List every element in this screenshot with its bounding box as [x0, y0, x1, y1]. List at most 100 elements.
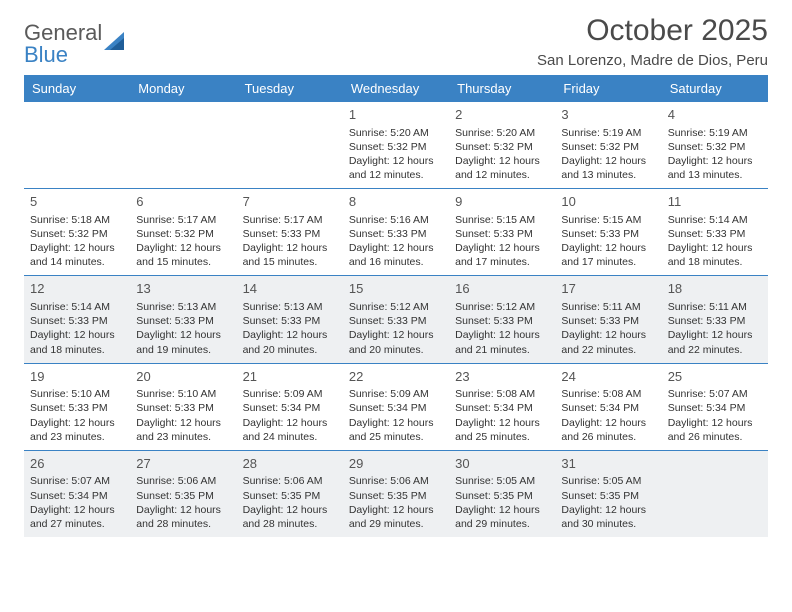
calendar-day: 13Sunrise: 5:13 AMSunset: 5:33 PMDayligh… — [130, 276, 236, 362]
sunset-line: Sunset: 5:34 PM — [30, 489, 124, 503]
sunset-line: Sunset: 5:35 PM — [561, 489, 655, 503]
logo: General Blue — [24, 22, 130, 66]
calendar-day: 23Sunrise: 5:08 AMSunset: 5:34 PMDayligh… — [449, 364, 555, 450]
daylight-line: Daylight: 12 hours and 12 minutes. — [349, 154, 443, 182]
daylight-line: Daylight: 12 hours and 25 minutes. — [349, 416, 443, 444]
sunrise-line: Sunrise: 5:20 AM — [349, 126, 443, 140]
sunset-line: Sunset: 5:33 PM — [243, 227, 337, 241]
daylight-line: Daylight: 12 hours and 13 minutes. — [668, 154, 762, 182]
daylight-line: Daylight: 12 hours and 19 minutes. — [136, 328, 230, 356]
location-label: San Lorenzo, Madre de Dios, Peru — [537, 52, 768, 69]
day-number: 5 — [30, 193, 124, 211]
day-number: 3 — [561, 106, 655, 124]
day-number: 28 — [243, 455, 337, 473]
calendar-day: 21Sunrise: 5:09 AMSunset: 5:34 PMDayligh… — [237, 364, 343, 450]
sunrise-line: Sunrise: 5:08 AM — [561, 387, 655, 401]
daylight-line: Daylight: 12 hours and 14 minutes. — [30, 241, 124, 269]
sunset-line: Sunset: 5:33 PM — [349, 227, 443, 241]
sunset-line: Sunset: 5:32 PM — [668, 140, 762, 154]
calendar-day: 7Sunrise: 5:17 AMSunset: 5:33 PMDaylight… — [237, 189, 343, 275]
daylight-line: Daylight: 12 hours and 17 minutes. — [455, 241, 549, 269]
sunrise-line: Sunrise: 5:10 AM — [136, 387, 230, 401]
weekday-header: Sunday — [24, 75, 130, 102]
sunset-line: Sunset: 5:33 PM — [561, 314, 655, 328]
calendar-day: 19Sunrise: 5:10 AMSunset: 5:33 PMDayligh… — [24, 364, 130, 450]
day-number: 21 — [243, 368, 337, 386]
day-number: 2 — [455, 106, 549, 124]
calendar-day: 14Sunrise: 5:13 AMSunset: 5:33 PMDayligh… — [237, 276, 343, 362]
weekday-header: Saturday — [662, 75, 768, 102]
calendar-day: 16Sunrise: 5:12 AMSunset: 5:33 PMDayligh… — [449, 276, 555, 362]
calendar-day: 20Sunrise: 5:10 AMSunset: 5:33 PMDayligh… — [130, 364, 236, 450]
sunset-line: Sunset: 5:33 PM — [455, 314, 549, 328]
sunset-line: Sunset: 5:33 PM — [30, 314, 124, 328]
day-number: 29 — [349, 455, 443, 473]
sunset-line: Sunset: 5:33 PM — [136, 401, 230, 415]
sunrise-line: Sunrise: 5:15 AM — [455, 213, 549, 227]
daylight-line: Daylight: 12 hours and 24 minutes. — [243, 416, 337, 444]
sunrise-line: Sunrise: 5:12 AM — [349, 300, 443, 314]
day-number: 27 — [136, 455, 230, 473]
daylight-line: Daylight: 12 hours and 29 minutes. — [349, 503, 443, 531]
sunrise-line: Sunrise: 5:09 AM — [243, 387, 337, 401]
sunrise-line: Sunrise: 5:07 AM — [30, 474, 124, 488]
day-number: 4 — [668, 106, 762, 124]
sunset-line: Sunset: 5:35 PM — [349, 489, 443, 503]
weekday-header: Thursday — [449, 75, 555, 102]
calendar-day: 11Sunrise: 5:14 AMSunset: 5:33 PMDayligh… — [662, 189, 768, 275]
sunrise-line: Sunrise: 5:05 AM — [455, 474, 549, 488]
sunrise-line: Sunrise: 5:18 AM — [30, 213, 124, 227]
sunset-line: Sunset: 5:33 PM — [561, 227, 655, 241]
daylight-line: Daylight: 12 hours and 29 minutes. — [455, 503, 549, 531]
daylight-line: Daylight: 12 hours and 22 minutes. — [561, 328, 655, 356]
sunrise-line: Sunrise: 5:13 AM — [243, 300, 337, 314]
day-number: 13 — [136, 280, 230, 298]
calendar-day: 24Sunrise: 5:08 AMSunset: 5:34 PMDayligh… — [555, 364, 661, 450]
sunset-line: Sunset: 5:34 PM — [561, 401, 655, 415]
daylight-line: Daylight: 12 hours and 20 minutes. — [349, 328, 443, 356]
day-number: 11 — [668, 193, 762, 211]
sunrise-line: Sunrise: 5:12 AM — [455, 300, 549, 314]
sunset-line: Sunset: 5:34 PM — [668, 401, 762, 415]
calendar-day: 27Sunrise: 5:06 AMSunset: 5:35 PMDayligh… — [130, 451, 236, 537]
daylight-line: Daylight: 12 hours and 15 minutes. — [243, 241, 337, 269]
daylight-line: Daylight: 12 hours and 16 minutes. — [349, 241, 443, 269]
daylight-line: Daylight: 12 hours and 22 minutes. — [668, 328, 762, 356]
day-number: 25 — [668, 368, 762, 386]
day-number: 15 — [349, 280, 443, 298]
calendar-day: 18Sunrise: 5:11 AMSunset: 5:33 PMDayligh… — [662, 276, 768, 362]
calendar-day: 22Sunrise: 5:09 AMSunset: 5:34 PMDayligh… — [343, 364, 449, 450]
calendar-day: 31Sunrise: 5:05 AMSunset: 5:35 PMDayligh… — [555, 451, 661, 537]
calendar-week-row: 19Sunrise: 5:10 AMSunset: 5:33 PMDayligh… — [24, 363, 768, 450]
daylight-line: Daylight: 12 hours and 17 minutes. — [561, 241, 655, 269]
sunrise-line: Sunrise: 5:08 AM — [455, 387, 549, 401]
sunrise-line: Sunrise: 5:15 AM — [561, 213, 655, 227]
page-title: October 2025 — [537, 14, 768, 48]
day-number: 10 — [561, 193, 655, 211]
sunrise-line: Sunrise: 5:05 AM — [561, 474, 655, 488]
calendar-day: 26Sunrise: 5:07 AMSunset: 5:34 PMDayligh… — [24, 451, 130, 537]
calendar-week-row: 26Sunrise: 5:07 AMSunset: 5:34 PMDayligh… — [24, 450, 768, 537]
sunset-line: Sunset: 5:34 PM — [349, 401, 443, 415]
daylight-line: Daylight: 12 hours and 25 minutes. — [455, 416, 549, 444]
sunset-line: Sunset: 5:34 PM — [455, 401, 549, 415]
calendar-day: 12Sunrise: 5:14 AMSunset: 5:33 PMDayligh… — [24, 276, 130, 362]
calendar-day: 10 Sunrise: 5:15 AMSunset: 5:33 PMDayligh… — [555, 189, 661, 275]
sunrise-line: Sunrise: 5:06 AM — [349, 474, 443, 488]
calendar-day: 25Sunrise: 5:07 AMSunset: 5:34 PMDayligh… — [662, 364, 768, 450]
calendar-day-empty — [662, 451, 768, 537]
day-number: 26 — [30, 455, 124, 473]
daylight-line: Daylight: 12 hours and 27 minutes. — [30, 503, 124, 531]
sunrise-line: Sunrise: 5:07 AM — [668, 387, 762, 401]
calendar-day-empty — [237, 102, 343, 188]
day-number: 18 — [668, 280, 762, 298]
calendar-body: 1Sunrise: 5:20 AMSunset: 5:32 PMDaylight… — [24, 102, 768, 537]
day-number: 22 — [349, 368, 443, 386]
sunrise-line: Sunrise: 5:14 AM — [30, 300, 124, 314]
logo-sail-icon — [104, 30, 130, 52]
calendar-day: 4Sunrise: 5:19 AMSunset: 5:32 PMDaylight… — [662, 102, 768, 188]
daylight-line: Daylight: 12 hours and 30 minutes. — [561, 503, 655, 531]
calendar-week-row: 5Sunrise: 5:18 AMSunset: 5:32 PMDaylight… — [24, 188, 768, 275]
calendar-day: 9Sunrise: 5:15 AMSunset: 5:33 PMDaylight… — [449, 189, 555, 275]
sunrise-line: Sunrise: 5:10 AM — [30, 387, 124, 401]
